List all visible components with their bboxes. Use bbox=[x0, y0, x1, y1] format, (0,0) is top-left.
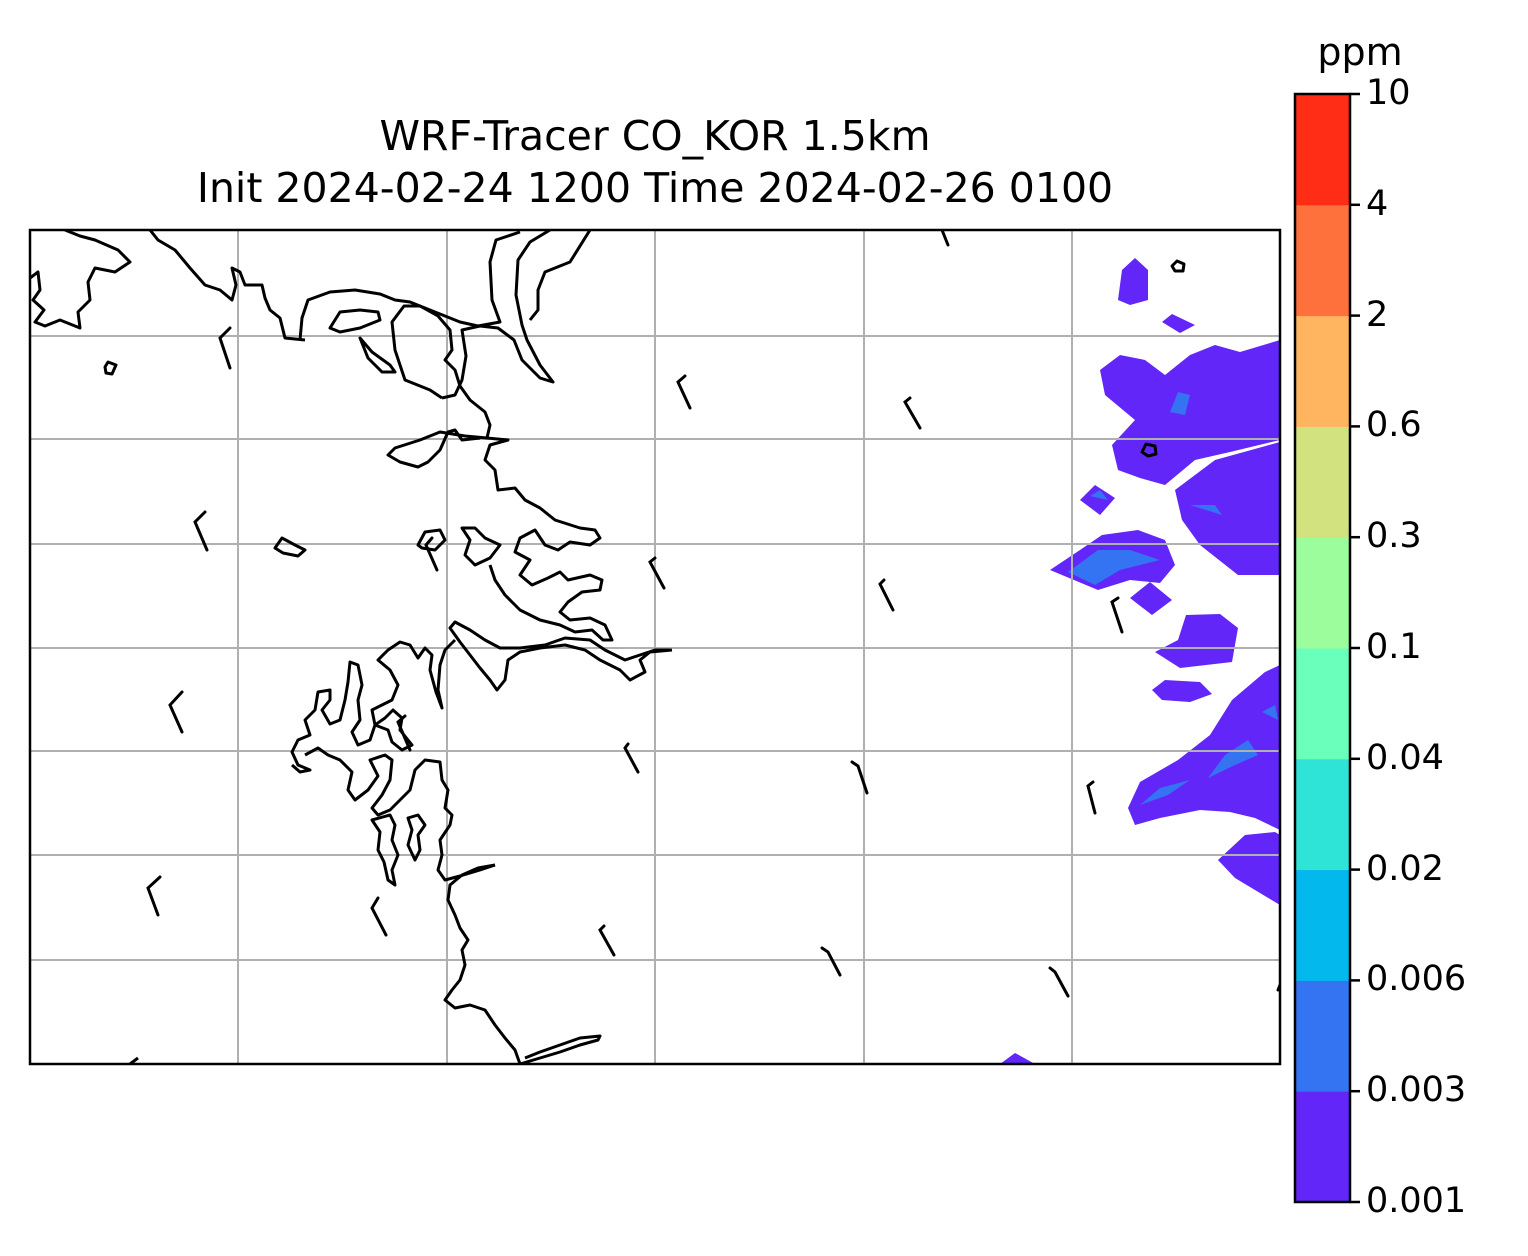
contour-level-2 bbox=[1170, 392, 1190, 415]
contour-level-2 bbox=[1140, 780, 1190, 805]
contour-level-1 bbox=[1155, 614, 1238, 668]
colorbar-band bbox=[1295, 537, 1350, 649]
gridlines bbox=[30, 230, 1280, 1064]
wind-barb bbox=[878, 578, 895, 612]
coastline bbox=[358, 336, 397, 374]
colorbar-bands bbox=[1295, 94, 1350, 1203]
coastlines bbox=[30, 230, 1186, 1064]
coastline bbox=[416, 528, 447, 552]
colorbar-band bbox=[1295, 869, 1350, 981]
contour-level-1 bbox=[1218, 832, 1280, 905]
contour-level-2 bbox=[1190, 505, 1222, 515]
colorbar bbox=[1293, 92, 1360, 1204]
wind-barb bbox=[396, 714, 412, 752]
map-plot-area bbox=[30, 230, 1280, 1064]
coastline bbox=[519, 1034, 602, 1064]
coastline bbox=[406, 813, 427, 862]
colorbar-unit: ppm bbox=[1317, 30, 1403, 74]
wind-barb bbox=[193, 510, 209, 552]
colorbar-band bbox=[1295, 315, 1350, 427]
contour-level-2 bbox=[1262, 705, 1278, 720]
contour-level-1 bbox=[1130, 582, 1172, 615]
coastline bbox=[448, 620, 673, 692]
wind-barb bbox=[370, 896, 388, 937]
colorbar-tick-label: 0.04 bbox=[1366, 737, 1444, 778]
colorbar-band bbox=[1295, 94, 1350, 206]
colorbar-tick-label: 0.6 bbox=[1366, 405, 1422, 446]
contour-level-1 bbox=[1175, 442, 1280, 575]
coastline bbox=[460, 526, 502, 567]
title-line-2: Init 2024-02-24 1200 Time 2024-02-26 010… bbox=[196, 164, 1114, 212]
colorbar-band bbox=[1295, 980, 1350, 1092]
map-title: WRF-Tracer CO_KOR 1.5km Init 2024-02-24 … bbox=[30, 110, 1280, 214]
wind-barb bbox=[648, 556, 666, 590]
colorbar-tick-label: 0.1 bbox=[1366, 627, 1422, 667]
colorbar-tick-label: 0.003 bbox=[1366, 1070, 1467, 1111]
wind-barb bbox=[218, 326, 232, 370]
coastline bbox=[304, 746, 496, 882]
wind-barbs bbox=[146, 230, 1280, 998]
colorbar-band bbox=[1295, 758, 1350, 871]
wind-barb bbox=[850, 760, 869, 795]
coastline bbox=[273, 536, 307, 558]
title-line-1: WRF-Tracer CO_KOR 1.5km bbox=[379, 112, 931, 160]
coastline bbox=[290, 638, 457, 774]
wind-barb bbox=[1048, 966, 1070, 998]
contour-level-2 bbox=[1068, 550, 1160, 585]
coastline bbox=[386, 428, 488, 469]
wind-barb bbox=[820, 946, 842, 977]
contour-level-1 bbox=[1152, 680, 1212, 702]
colorbar-ticks bbox=[1350, 92, 1360, 1204]
coastline bbox=[370, 813, 400, 887]
wind-barb bbox=[598, 924, 616, 957]
coastline bbox=[328, 308, 382, 334]
colorbar-tick-label: 4 bbox=[1366, 183, 1389, 224]
wind-barb bbox=[940, 230, 950, 247]
colorbar-tick-label: 0.02 bbox=[1366, 848, 1444, 889]
coastline bbox=[1170, 259, 1186, 273]
coastline bbox=[390, 304, 614, 642]
contour-level-1 bbox=[1162, 314, 1195, 333]
wind-barb bbox=[676, 374, 692, 410]
contour-level-1 bbox=[1080, 485, 1115, 515]
wind-barb bbox=[903, 396, 922, 430]
tracer-contours bbox=[1000, 258, 1280, 1064]
coastline bbox=[528, 230, 592, 321]
colorbar-band bbox=[1295, 648, 1350, 760]
map-frame bbox=[28, 228, 1282, 1066]
colorbar-tick-label: 10 bbox=[1366, 73, 1411, 113]
coastline bbox=[103, 360, 118, 376]
wind-barb bbox=[1110, 596, 1124, 634]
colorbar-band bbox=[1295, 1091, 1350, 1203]
contour-level-1 bbox=[1000, 1053, 1035, 1064]
wind-barb bbox=[168, 690, 184, 734]
contour-level-2 bbox=[1208, 740, 1258, 778]
coastline bbox=[1140, 442, 1158, 458]
contour-level-1 bbox=[1118, 258, 1148, 305]
wind-barb bbox=[623, 742, 640, 774]
colorbar-tick-label: 2 bbox=[1366, 294, 1389, 335]
contour-level-2 bbox=[1090, 490, 1108, 500]
colorbar-band bbox=[1295, 204, 1350, 317]
colorbar-band bbox=[1295, 426, 1350, 538]
wind-barb bbox=[146, 875, 162, 917]
coastline bbox=[148, 230, 306, 342]
wind-barb bbox=[424, 536, 439, 572]
colorbar-tick-label: 0.001 bbox=[1366, 1181, 1467, 1221]
coastline bbox=[443, 863, 522, 1064]
coastline bbox=[30, 230, 132, 330]
colorbar-tick-label: 0.3 bbox=[1366, 516, 1422, 557]
colorbar-tick-label: 0.006 bbox=[1366, 959, 1467, 1000]
coastline bbox=[441, 230, 555, 400]
wind-barb bbox=[1086, 780, 1097, 815]
